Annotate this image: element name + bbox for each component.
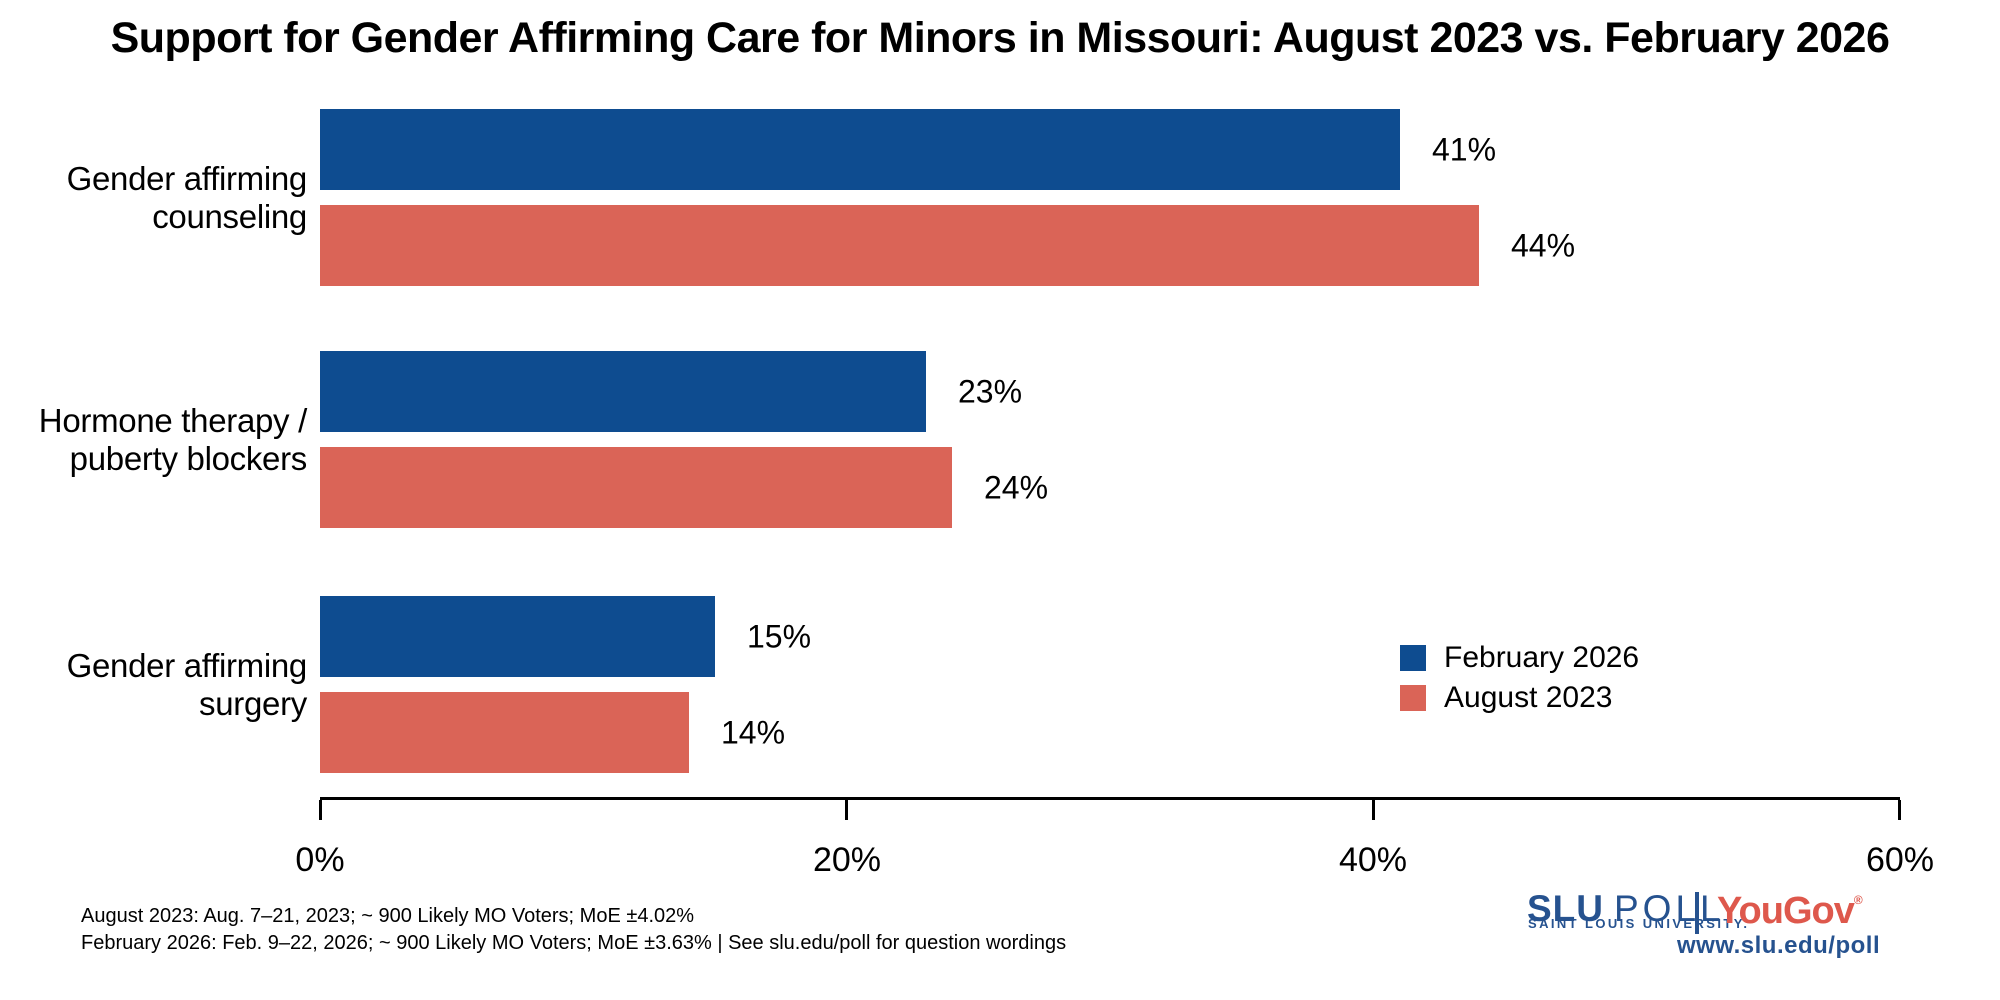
bar-february-2026 (320, 351, 926, 432)
x-axis-tick (1898, 800, 1901, 820)
value-label: 15% (747, 618, 812, 654)
slu-poll-logo: SLU POLL (1527, 888, 1725, 930)
legend-label: August 2023 (1444, 681, 1613, 714)
footnote-line-2: February 2026: Feb. 9–22, 2026; ~ 900 Li… (81, 932, 1067, 954)
slu-poll-url: www.slu.edu/poll (1677, 932, 1881, 959)
registered-mark-icon: ® (1853, 893, 1863, 907)
bar-february-2026 (320, 596, 715, 677)
x-axis-tick-label: 0% (295, 841, 345, 879)
bar-august-2023 (320, 205, 1479, 286)
bar-august-2023 (320, 692, 689, 773)
category-label-line: Gender affirming (66, 646, 308, 684)
chart-title: Support for Gender Affirming Care for Mi… (110, 14, 1890, 62)
category-label: Gender affirming counseling (17, 159, 308, 236)
category-label-line: surgery (199, 684, 307, 722)
legend-swatch (1400, 685, 1426, 711)
value-label: 41% (1432, 131, 1497, 167)
x-axis-tick-label: 60% (1865, 841, 1935, 879)
legend-row: August 2023 (1400, 678, 1639, 718)
value-label: 23% (958, 373, 1023, 409)
value-label: 44% (1511, 227, 1576, 263)
x-axis-tick-label: 40% (1338, 841, 1408, 879)
yougov-logo: YouGov® (1717, 890, 1863, 933)
logo-divider (1695, 892, 1699, 934)
category-label: Gender affirming surgery (17, 646, 308, 723)
footnotes: August 2023: Aug. 7–21, 2023; ~ 900 Like… (81, 903, 1066, 957)
footnote-line-1: August 2023: Aug. 7–21, 2023; ~ 900 Like… (81, 905, 695, 927)
x-axis-tick (319, 800, 322, 820)
legend: February 2026 August 2023 (1400, 638, 1639, 718)
legend-label: February 2026 (1444, 641, 1640, 674)
legend-swatch (1400, 645, 1426, 671)
yougov-logo-text: YouGov (1717, 890, 1855, 932)
slu-logo-text: SLU (1527, 888, 1604, 929)
value-label: 14% (721, 714, 786, 750)
poll-logo-text: POLL (1614, 888, 1725, 929)
category-label-line: Hormone therapy / (38, 401, 308, 439)
category-label-line: counseling (152, 197, 307, 235)
category-label-line: Gender affirming (66, 159, 308, 197)
slu-logo-subtitle: SAINT LOUIS UNIVERSITY. (1528, 916, 1750, 931)
category-label: Hormone therapy / puberty blockers (17, 401, 308, 478)
bar-august-2023 (320, 447, 952, 528)
value-label: 24% (984, 469, 1049, 505)
x-axis-line (320, 797, 1900, 800)
x-axis-tick (1372, 800, 1375, 820)
category-label-line: puberty blockers (69, 439, 308, 477)
bar-february-2026 (320, 109, 1400, 190)
x-axis-tick-label: 20% (812, 841, 882, 879)
x-axis-tick (845, 800, 848, 820)
legend-row: February 2026 (1400, 638, 1639, 678)
